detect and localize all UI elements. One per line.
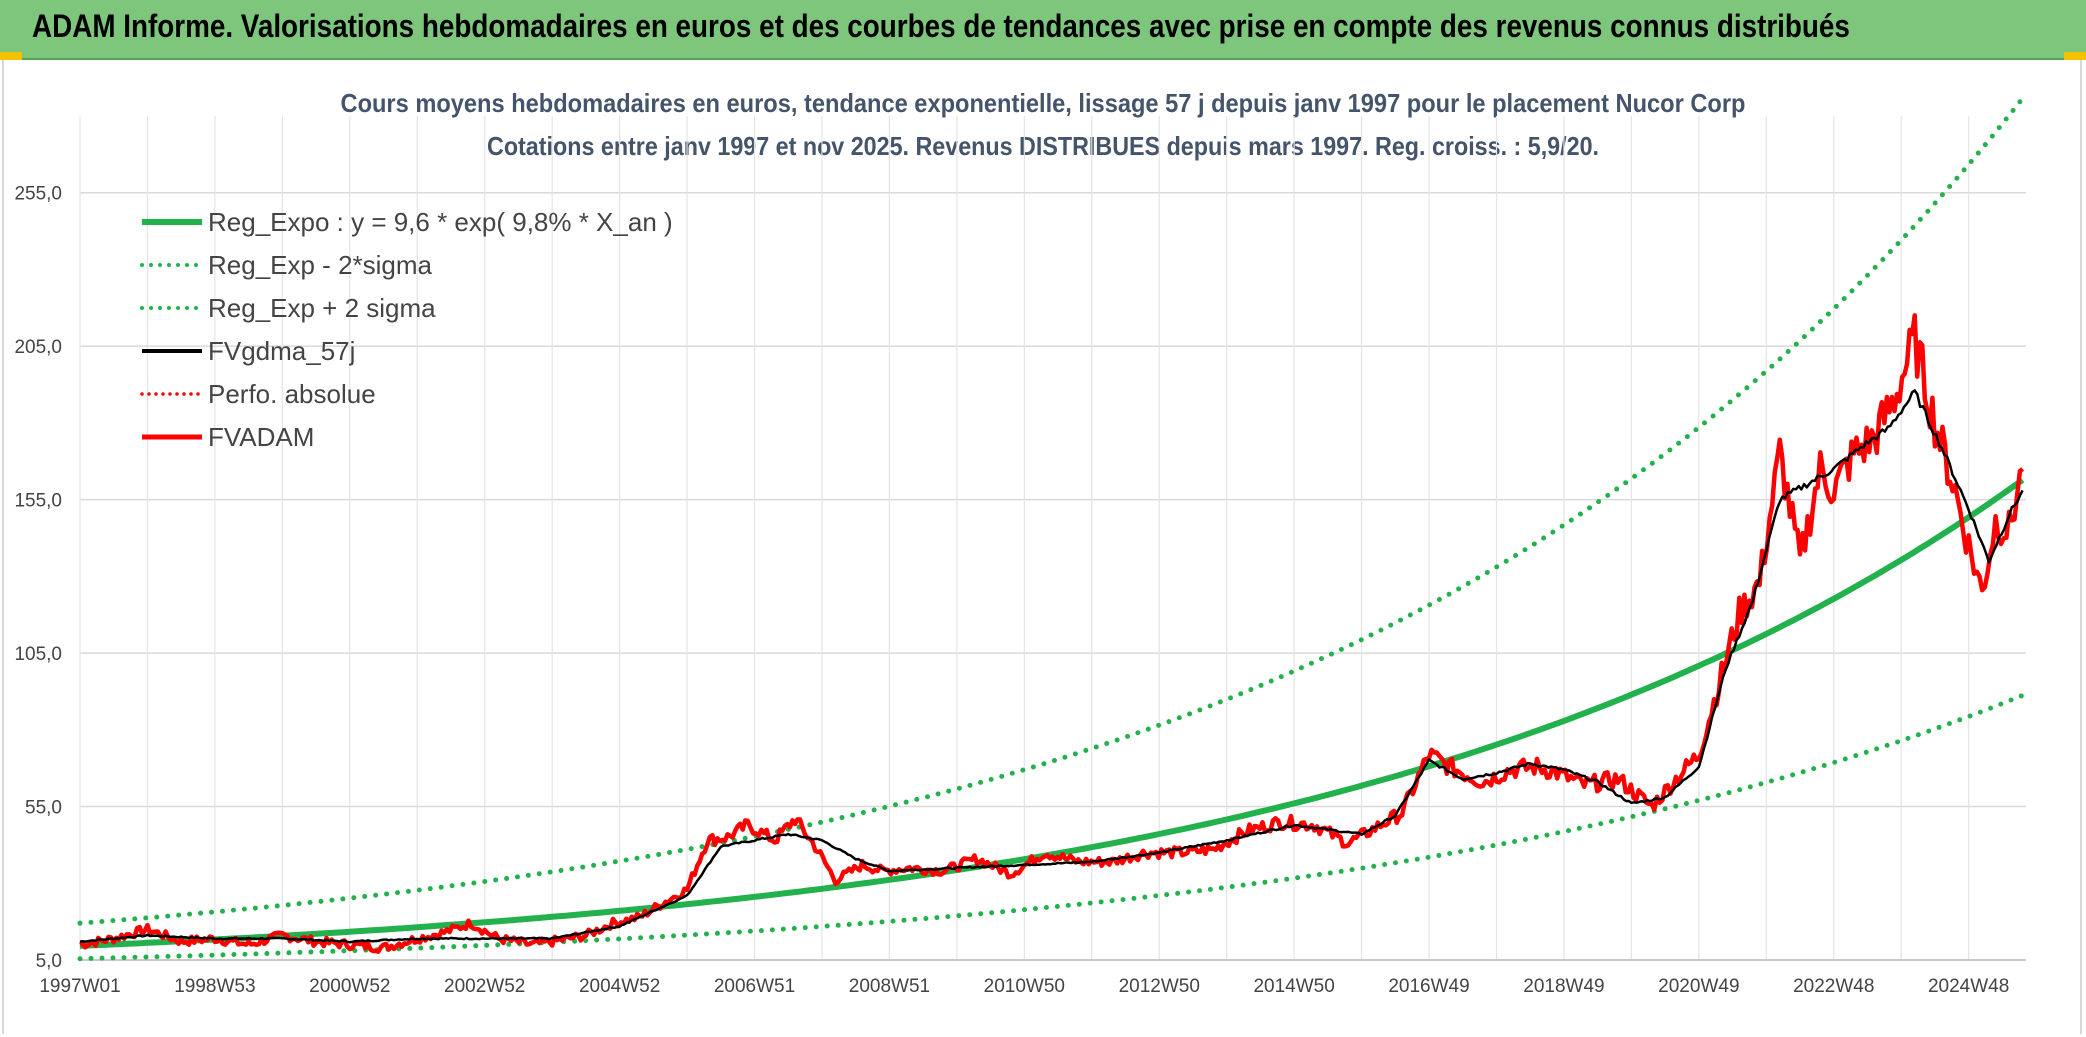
corner-mark-left bbox=[0, 52, 22, 60]
x-tick-label: 2016W49 bbox=[1388, 976, 1469, 997]
x-tick-label: 2012W50 bbox=[1119, 976, 1200, 997]
x-tick-label: 2018W49 bbox=[1523, 976, 1604, 997]
x-tick-label: 2000W52 bbox=[309, 976, 390, 997]
chart-title-line1: Cours moyens hebdomadaires en euros, ten… bbox=[341, 88, 1746, 118]
y-tick-label: 5,0 bbox=[36, 951, 62, 972]
x-tick-label: 2024W48 bbox=[1928, 976, 2009, 997]
y-tick-label: 55,0 bbox=[25, 798, 62, 819]
chart-frame bbox=[2, 60, 2082, 1034]
y-tick-label: 105,0 bbox=[14, 644, 62, 665]
x-tick-label: 2004W52 bbox=[579, 976, 660, 997]
x-tick-label: 2006W51 bbox=[714, 976, 795, 997]
legend-label-fvgdma: FVgdma_57j bbox=[208, 336, 355, 366]
header-banner: ADAM Informe. Valorisations hebdomadaire… bbox=[0, 0, 2086, 60]
x-tick-label: 2020W49 bbox=[1658, 976, 1739, 997]
x-tick-label: 1998W53 bbox=[174, 976, 255, 997]
reg-expo-curve bbox=[79, 477, 2025, 949]
x-tick-label: 2008W51 bbox=[849, 976, 930, 997]
page-title: ADAM Informe. Valorisations hebdomadaire… bbox=[32, 8, 1850, 44]
y-axis: 5,0 55,0 105,0 155,0 205,0 255,0 bbox=[14, 184, 62, 972]
x-tick-label: 2022W48 bbox=[1793, 976, 1874, 997]
legend-label-reg: Reg_Expo : y = 9,6 * exp( 9,8% * X_an ) bbox=[208, 207, 673, 237]
legend-label-reg_hi: Reg_Exp + 2 sigma bbox=[208, 293, 436, 323]
y-tick-label: 205,0 bbox=[14, 337, 62, 358]
x-tick-label: 2014W50 bbox=[1253, 976, 1334, 997]
fvgdma-line bbox=[79, 389, 2024, 944]
y-tick-label: 155,0 bbox=[14, 491, 62, 512]
y-tick-label: 255,0 bbox=[14, 184, 62, 205]
legend-label-fvadam: FVADAM bbox=[208, 422, 314, 452]
reg-lower-curve bbox=[77, 692, 2026, 962]
plot-area bbox=[77, 95, 2026, 962]
chart-grid bbox=[79, 116, 2026, 961]
x-axis: 1997W01 1998W53 2000W52 2002W52 2004W52 2006W… bbox=[39, 976, 2009, 997]
corner-mark-right bbox=[2064, 52, 2086, 60]
legend-label-reg_lo: Reg_Exp - 2*sigma bbox=[208, 250, 433, 280]
chart-title-line2: Cotations entre janv 1997 et nov 2025. R… bbox=[487, 131, 1599, 161]
legend-label-perfo: Perfo. absolue bbox=[208, 379, 376, 409]
x-tick-label: 1997W01 bbox=[39, 976, 120, 997]
fvadam-line bbox=[79, 313, 2025, 954]
x-tick-label: 2010W50 bbox=[984, 976, 1065, 997]
legend: Reg_Expo : y = 9,6 * exp( 9,8% * X_an ) R… bbox=[140, 207, 673, 452]
x-tick-label: 2002W52 bbox=[444, 976, 525, 997]
